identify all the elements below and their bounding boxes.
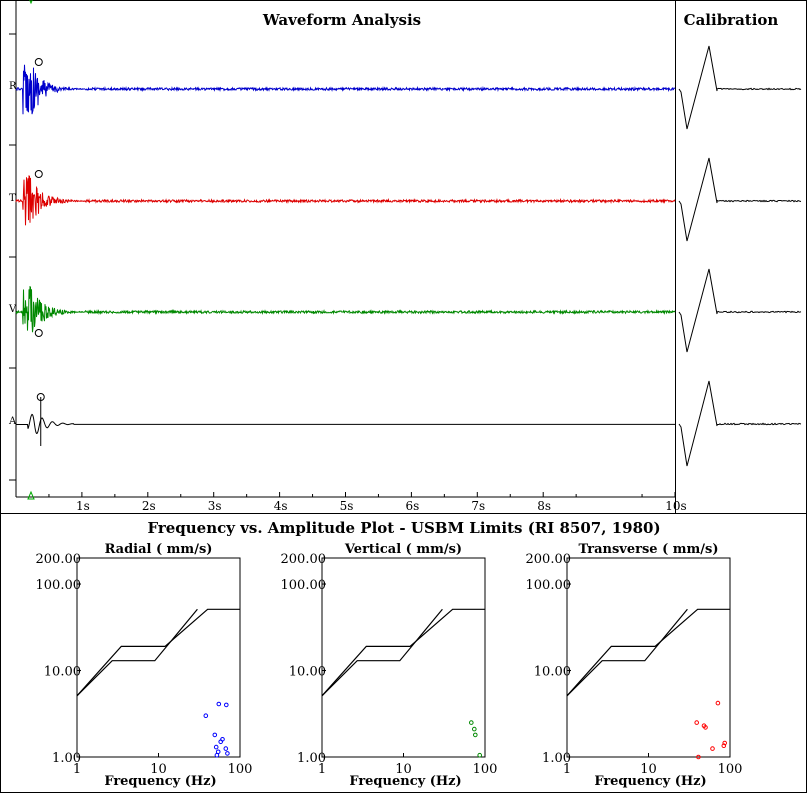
data-point [214, 752, 220, 758]
channel-label: T [9, 193, 16, 204]
freq-plot-frame [321, 557, 486, 758]
x-tick-label: 1 [73, 762, 81, 777]
calibration-pulse [678, 380, 802, 467]
time-tick-label: 3s [208, 499, 222, 513]
freq-plot-title: Transverse ( mm/s) [579, 542, 719, 557]
time-tick-label: 7s [471, 499, 485, 513]
data-point [477, 752, 483, 758]
peak-marker [34, 329, 43, 337]
time-tick-label: 6s [406, 499, 420, 513]
trigger-marker-bottom [27, 490, 35, 500]
usbm-limit-line [566, 608, 730, 697]
x-tick-label: 10 [395, 762, 412, 777]
usbm-limit-line [76, 608, 240, 697]
time-tick-label: 4s [274, 499, 288, 513]
freq-plot-title: Radial ( mm/s) [105, 542, 213, 557]
channel-label: V [8, 304, 17, 315]
y-tick-label: 1.00 [52, 751, 81, 766]
frequency-title: Frequency vs. Amplitude Plot - USBM Limi… [147, 519, 660, 537]
waveform-traces: R T V A [8, 58, 676, 446]
data-point [694, 720, 700, 725]
data-point [212, 732, 218, 738]
calibration-title: Calibration [684, 11, 779, 29]
trigger-marker-top [29, 0, 33, 5]
data-point [696, 754, 701, 760]
waveform-title: Waveform Analysis [262, 11, 421, 29]
time-tick-label: 2s [142, 499, 156, 513]
data-point [225, 751, 230, 756]
y-tick-label: 1.00 [542, 751, 571, 766]
freq-plot-1: Vertical ( mm/s) 200.00 100.00 10.00 1.001 10… [281, 542, 498, 789]
freq-plot-0: Radial ( mm/s) 200.00 100.00 10.00 1.001 10 10… [36, 542, 253, 789]
x-tick-label: 1 [318, 762, 326, 777]
data-point [220, 737, 225, 742]
x-axis-label: Frequency (Hz) [594, 774, 706, 789]
freq-plot-2: Transverse ( mm/s)200.00100.0010.001.001… [526, 542, 743, 789]
channel-label: A [8, 416, 17, 427]
usbm-limit-line [566, 608, 688, 697]
freq-plot-title: Vertical ( mm/s) [344, 542, 462, 557]
x-tick-label: 1 [563, 762, 571, 777]
y-tick-label: 1.00 [297, 751, 326, 766]
waveform-trace-V [15, 285, 676, 333]
left-axis-ticks [9, 33, 16, 481]
x-tick-label: 10 [150, 762, 167, 777]
waveform-trace-T [15, 175, 676, 226]
data-point [721, 743, 727, 749]
time-tick-label: 1s [76, 499, 90, 513]
freq-plot-frame [76, 557, 241, 758]
usbm-limit-line [321, 608, 485, 697]
frequency-panel [0, 513, 807, 793]
data-point [722, 740, 728, 746]
data-point [473, 732, 478, 738]
x-tick-label: 100 [473, 762, 498, 777]
waveform-panel [0, 0, 676, 514]
data-point [472, 726, 477, 732]
peak-marker [36, 393, 45, 401]
data-point [703, 725, 708, 730]
x-tick-label: 100 [228, 762, 253, 777]
data-point [216, 701, 222, 707]
usbm-limit-line [76, 608, 198, 697]
data-point [710, 746, 715, 751]
time-tick-label: 5s [340, 499, 354, 513]
y-tick-label: 10.00 [289, 665, 326, 680]
y-tick-label: 100.00 [36, 578, 82, 593]
calibration-panel [675, 0, 807, 514]
data-point [203, 713, 209, 719]
y-tick-label: 100.00 [281, 578, 327, 593]
x-axis-label: Frequency (Hz) [104, 774, 216, 789]
waveform-trace-R [15, 64, 675, 115]
calibration-pulse [678, 45, 802, 130]
y-tick-label: 200.00 [36, 552, 82, 567]
data-point [469, 720, 474, 725]
channel-label: R [9, 81, 17, 92]
calibration-traces [678, 45, 802, 467]
data-point [223, 746, 229, 751]
peak-marker [34, 58, 43, 66]
peak-marker [34, 170, 43, 178]
time-tick-label: 8s [537, 499, 551, 513]
y-tick-label: 10.00 [534, 665, 571, 680]
x-tick-label: 10 [640, 762, 657, 777]
data-point [213, 744, 219, 750]
y-tick-label: 100.00 [526, 578, 572, 593]
time-axis-ticks: 1s 2s 3s 4s 5s 6s 7s 8s 10s [48, 492, 687, 513]
calibration-pulse [678, 268, 802, 353]
y-tick-label: 200.00 [281, 552, 327, 567]
calibration-pulse [678, 157, 802, 242]
waveform-trace-A [16, 413, 675, 435]
time-tick-label: 10s [665, 499, 686, 513]
y-tick-label: 10.00 [44, 665, 81, 680]
usbm-limit-line [321, 608, 443, 697]
x-tick-label: 100 [718, 762, 743, 777]
y-tick-label: 200.00 [526, 552, 572, 567]
x-axis-label: Frequency (Hz) [349, 774, 461, 789]
data-point [715, 700, 721, 706]
data-point [224, 702, 229, 708]
